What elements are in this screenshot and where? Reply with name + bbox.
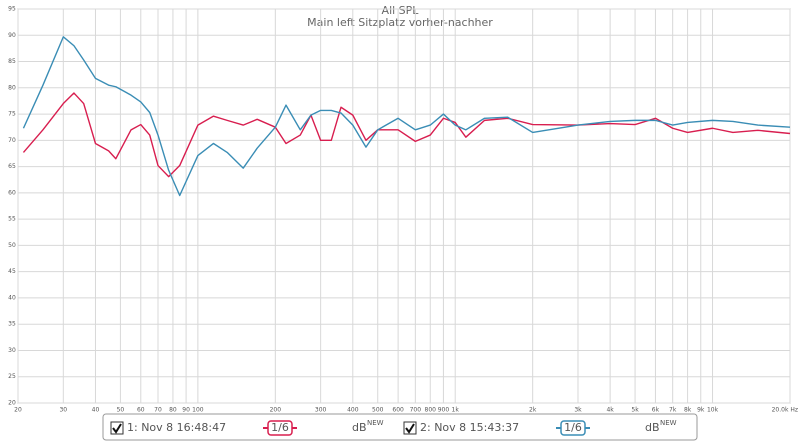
- y-tick-label: 55: [8, 216, 16, 223]
- x-tick-label: 70: [154, 407, 162, 414]
- legend-check: [112, 423, 122, 434]
- legend-smoothing-box: [267, 420, 293, 436]
- x-tick-label: 50: [117, 407, 125, 414]
- x-tick-label: 700: [410, 407, 422, 414]
- x-tick-label: 300: [315, 407, 327, 414]
- data-line: [22, 36, 791, 197]
- x-tick-label: 20.0k Hz: [772, 407, 798, 414]
- y-tick-label: 30: [8, 347, 16, 354]
- y-tick-label: 75: [8, 111, 16, 118]
- y-tick-label: 85: [8, 58, 16, 65]
- x-tick-label: 8k: [684, 407, 692, 414]
- x-tick-label: 900: [438, 407, 450, 414]
- y-tick-label: 65: [8, 163, 16, 170]
- y-tick-label: 60: [8, 189, 16, 196]
- x-tick-label: 4k: [606, 407, 614, 414]
- legend-smoothing: 1/6: [564, 421, 582, 434]
- x-tick-label: 20: [14, 407, 22, 414]
- x-tick-label: 80: [169, 407, 177, 414]
- y-tick-label: 20: [8, 400, 16, 407]
- y-tick-label: 70: [8, 137, 16, 144]
- legend-smoothing: 1/6: [271, 421, 289, 434]
- legend-smoothing-box: [560, 420, 586, 436]
- legend-unit-tag: NEW: [367, 419, 384, 427]
- x-tick-label: 100: [192, 407, 204, 414]
- x-tick-label: 60: [137, 407, 145, 414]
- y-tick-label: 90: [8, 32, 16, 39]
- y-tick-label: 35: [8, 321, 16, 328]
- x-tick-label: 1k: [452, 407, 460, 414]
- x-tick-label: 7k: [669, 407, 677, 414]
- x-tick-label: 600: [392, 407, 404, 414]
- legend-box: [102, 413, 698, 441]
- y-tick-label: 50: [8, 242, 16, 249]
- x-tick-label: 10k: [707, 407, 719, 414]
- y-tick-label: 45: [8, 268, 16, 275]
- legend-unit-tag: NEW: [660, 419, 677, 427]
- x-tick-label: 6k: [652, 407, 660, 414]
- y-tick-label: 25: [8, 373, 16, 380]
- x-tick-label: 5k: [631, 407, 639, 414]
- y-tick-label: 80: [8, 84, 16, 91]
- x-tick-label: 9k: [697, 407, 705, 414]
- legend-label: 1: Nov 8 16:48:47: [127, 421, 226, 434]
- x-tick-label: 40: [92, 407, 100, 414]
- plot-area: [17, 8, 791, 404]
- legend-unit: dB: [352, 421, 367, 434]
- legend-unit: dB: [645, 421, 660, 434]
- x-tick-label: 500: [372, 407, 384, 414]
- data-line: [22, 92, 791, 178]
- legend-label: 2: Nov 8 15:43:37: [420, 421, 519, 434]
- y-tick-label: 40: [8, 294, 16, 301]
- x-tick-label: 30: [59, 407, 67, 414]
- x-tick-label: 3k: [574, 407, 582, 414]
- chart-subtitle: Main left Sitzplatz vorher-nachher: [307, 16, 493, 29]
- x-tick-label: 200: [270, 407, 282, 414]
- x-tick-label: 90: [182, 407, 190, 414]
- x-tick-label: 400: [347, 407, 359, 414]
- y-tick-label: 95: [8, 6, 16, 13]
- chart-title: All SPL: [382, 4, 420, 17]
- x-tick-label: 2k: [529, 407, 537, 414]
- x-tick-label: 800: [425, 407, 437, 414]
- legend-check: [405, 423, 415, 434]
